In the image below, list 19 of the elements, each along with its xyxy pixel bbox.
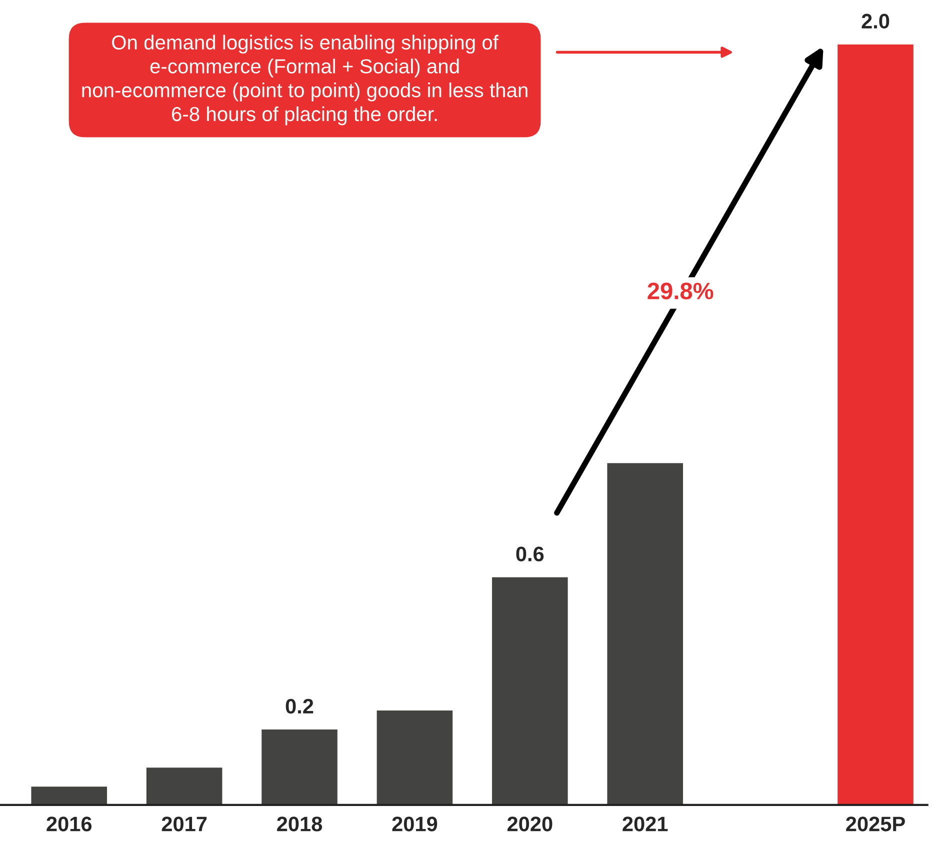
x-tick-label: 2021 <box>622 816 668 832</box>
x-tick-label: 2016 <box>46 816 92 832</box>
bar <box>30 785 108 805</box>
bar <box>260 728 339 805</box>
annotation: 29.8% <box>648 282 714 300</box>
bar <box>606 462 684 805</box>
x-tick-label: 2025P <box>846 816 905 832</box>
data-label: 0.2 <box>286 698 314 714</box>
data-label: 0.6 <box>516 546 544 562</box>
bar <box>145 766 224 805</box>
x-tick-label: 2019 <box>392 816 438 832</box>
data-label: 2.0 <box>862 14 890 29</box>
bar <box>375 709 454 805</box>
annotation: On demand logistics is enabling shipping of e-commerce (Formal + Social) and non-ecommerce (point to point) goods in less than 6-8 hours of placing the order. <box>82 34 528 126</box>
x-tick-label: 2017 <box>162 816 207 832</box>
bar <box>490 576 570 805</box>
x-tick-label: 2020 <box>507 816 552 832</box>
bar <box>836 44 915 805</box>
x-tick-label: 2018 <box>277 816 322 832</box>
